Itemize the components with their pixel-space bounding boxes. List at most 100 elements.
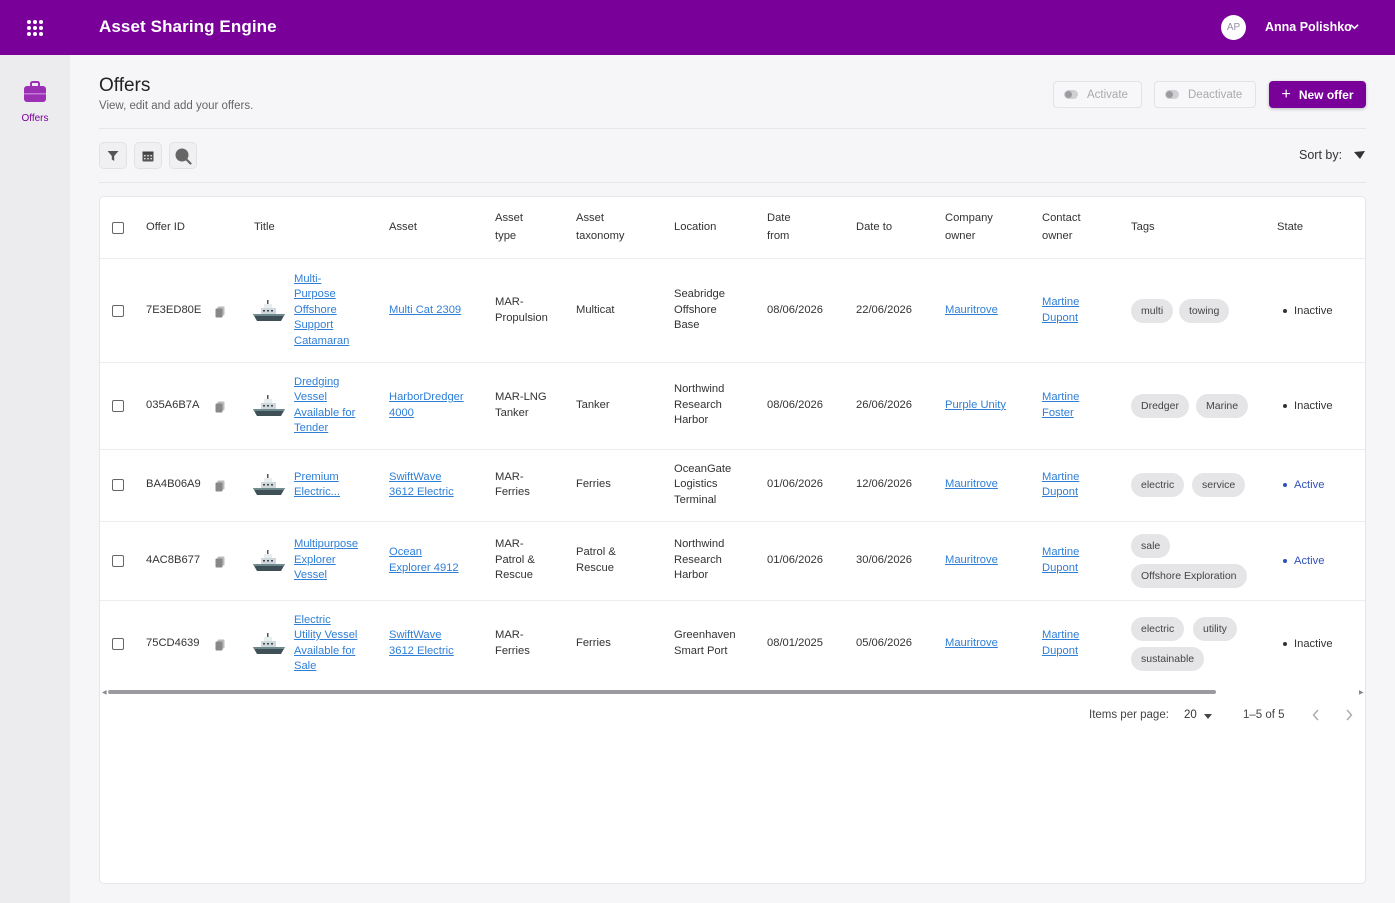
horizontal-scrollbar[interactable]: [108, 690, 1216, 694]
offer-title-link[interactable]: Dredging Vessel Available for Tender: [294, 375, 355, 437]
offer-title-link[interactable]: Multipurpose Explorer Vessel: [294, 537, 358, 584]
cell-line[interactable]: Multi-: [294, 272, 322, 285]
cell-line[interactable]: SwiftWave: [389, 629, 442, 641]
header-asset[interactable]: Asset: [389, 221, 417, 233]
asset-link[interactable]: Ocean Explorer 4912: [389, 545, 459, 576]
contact-owner-link[interactable]: Martine Dupont: [1042, 628, 1079, 659]
cell-line[interactable]: Multi Cat 2309: [389, 303, 462, 316]
row-checkbox[interactable]: [112, 637, 124, 650]
copy-icon[interactable]: [215, 555, 225, 567]
company-owner-link[interactable]: Mauritrove: [945, 553, 998, 566]
copy-icon[interactable]: [215, 400, 225, 412]
activate-button[interactable]: Activate: [1053, 81, 1142, 108]
header-asset-taxonomy[interactable]: Asset taxonomy: [576, 209, 625, 245]
header-asset-type[interactable]: Asset type: [495, 209, 523, 245]
cell-line[interactable]: Premium: [294, 470, 339, 483]
cell-line[interactable]: Dupont: [1042, 311, 1079, 324]
copy-icon[interactable]: [215, 638, 225, 650]
cell-line[interactable]: 3612 Electric: [389, 486, 454, 498]
row-checkbox[interactable]: [112, 479, 124, 491]
cell-line[interactable]: Tender: [294, 422, 329, 434]
cell-line[interactable]: Available for: [294, 406, 356, 419]
company-owner-link[interactable]: Mauritrove: [945, 303, 998, 316]
row-checkbox[interactable]: [112, 554, 124, 567]
header-state[interactable]: State: [1277, 221, 1304, 233]
cell-line[interactable]: Catamaran: [294, 334, 350, 347]
row-checkbox[interactable]: [112, 399, 124, 412]
select-all-checkbox[interactable]: [112, 222, 124, 234]
sidebar-item-offers[interactable]: Offers: [0, 81, 70, 124]
cell-line[interactable]: Support: [294, 319, 334, 332]
items-per-page-select[interactable]: 20: [1184, 709, 1197, 721]
offer-title-link[interactable]: Multi- Purpose Offshore Support Catamaran: [294, 272, 349, 350]
cell-line[interactable]: Purpose: [294, 288, 336, 301]
cell-line[interactable]: SwiftWave: [389, 470, 442, 483]
cell-line[interactable]: Dupont: [1042, 644, 1079, 657]
header-title[interactable]: Title: [254, 221, 275, 233]
avatar[interactable]: AP: [1221, 15, 1246, 40]
cell-line[interactable]: Ocean: [389, 546, 422, 558]
chevron-down-icon[interactable]: [1350, 22, 1359, 31]
asset-link[interactable]: SwiftWave 3612 Electric: [389, 470, 454, 501]
header-date-from[interactable]: Date from: [767, 209, 791, 245]
contact-owner-link[interactable]: Martine Dupont: [1042, 545, 1079, 576]
cell-line[interactable]: Martine: [1042, 470, 1080, 483]
chevron-left-icon[interactable]: [1312, 709, 1320, 721]
cell-line[interactable]: Explorer: [294, 553, 336, 566]
cell-line[interactable]: Explorer 4912: [389, 561, 459, 574]
cell-line[interactable]: Foster: [1042, 406, 1074, 419]
cell-line[interactable]: Utility Vessel: [294, 629, 358, 641]
cell-line[interactable]: Vessel: [294, 569, 327, 582]
asset-link[interactable]: Multi Cat 2309: [389, 303, 461, 319]
cell-line[interactable]: 3612 Electric: [389, 644, 454, 657]
cell-line[interactable]: Martine: [1042, 546, 1080, 558]
asset-link[interactable]: SwiftWave 3612 Electric: [389, 628, 454, 659]
apps-grid-icon[interactable]: [27, 20, 43, 36]
header-contact-owner[interactable]: Contact owner: [1042, 209, 1081, 245]
contact-owner-link[interactable]: Martine Dupont: [1042, 295, 1079, 326]
chevron-right-icon[interactable]: [1345, 709, 1353, 721]
cell-line[interactable]: Multipurpose: [294, 538, 359, 551]
cell-line[interactable]: Dredging: [294, 375, 340, 388]
cell-line[interactable]: Martine: [1042, 391, 1080, 403]
cell-line[interactable]: Dupont: [1042, 486, 1079, 498]
copy-icon[interactable]: [215, 479, 225, 492]
tag-chip: utility: [1193, 616, 1237, 641]
offer-title-link[interactable]: Premium Electric...: [294, 470, 340, 501]
row-checkbox[interactable]: [112, 304, 124, 317]
offer-title-link[interactable]: Electric Utility Vessel Available for Sale: [294, 613, 357, 675]
contact-owner-link[interactable]: Martine Foster: [1042, 390, 1079, 421]
header-offer-id[interactable]: Offer ID: [146, 221, 185, 233]
search-button[interactable]: [169, 142, 197, 169]
cell-line[interactable]: HarborDredger: [389, 391, 464, 403]
header-date-to[interactable]: Date to: [856, 221, 893, 233]
cell-line[interactable]: Martine: [1042, 629, 1080, 641]
cell-line[interactable]: Martine: [1042, 296, 1080, 308]
cell-line[interactable]: Vessel: [294, 391, 327, 403]
new-offer-button[interactable]: + New offer: [1269, 81, 1366, 108]
cell-line[interactable]: Electric...: [294, 486, 341, 498]
contact-owner-link[interactable]: Martine Dupont: [1042, 470, 1079, 501]
company-owner-link[interactable]: Mauritrove: [945, 478, 998, 491]
user-name[interactable]: Anna Polishko: [1265, 20, 1352, 34]
filter-button[interactable]: [99, 142, 127, 169]
scroll-left-icon[interactable]: ◀: [102, 690, 107, 696]
cell-line[interactable]: 4000: [389, 406, 414, 419]
copy-icon[interactable]: [215, 305, 225, 317]
company-owner-link[interactable]: Mauritrove: [945, 636, 998, 649]
cell-line[interactable]: Dupont: [1042, 561, 1079, 574]
asset-link[interactable]: HarborDredger 4000: [389, 390, 464, 421]
deactivate-button[interactable]: Deactivate: [1154, 81, 1256, 108]
cell-line[interactable]: Sale: [294, 660, 317, 672]
header-location[interactable]: Location: [674, 221, 717, 233]
cell-line[interactable]: Electric: [294, 613, 331, 626]
company-owner-link[interactable]: Purple Unity: [945, 398, 1006, 411]
asset-type: MAR- Ferries: [495, 470, 530, 501]
header-company-owner[interactable]: Company owner: [945, 209, 993, 245]
cell-line[interactable]: Offshore: [294, 303, 337, 316]
caret-down-icon[interactable]: [1204, 714, 1212, 719]
calendar-button[interactable]: [134, 142, 162, 169]
sort-dropdown-icon[interactable]: [1354, 151, 1365, 159]
cell-line[interactable]: Available for: [294, 644, 356, 657]
scroll-right-icon[interactable]: ▶: [1359, 690, 1364, 696]
